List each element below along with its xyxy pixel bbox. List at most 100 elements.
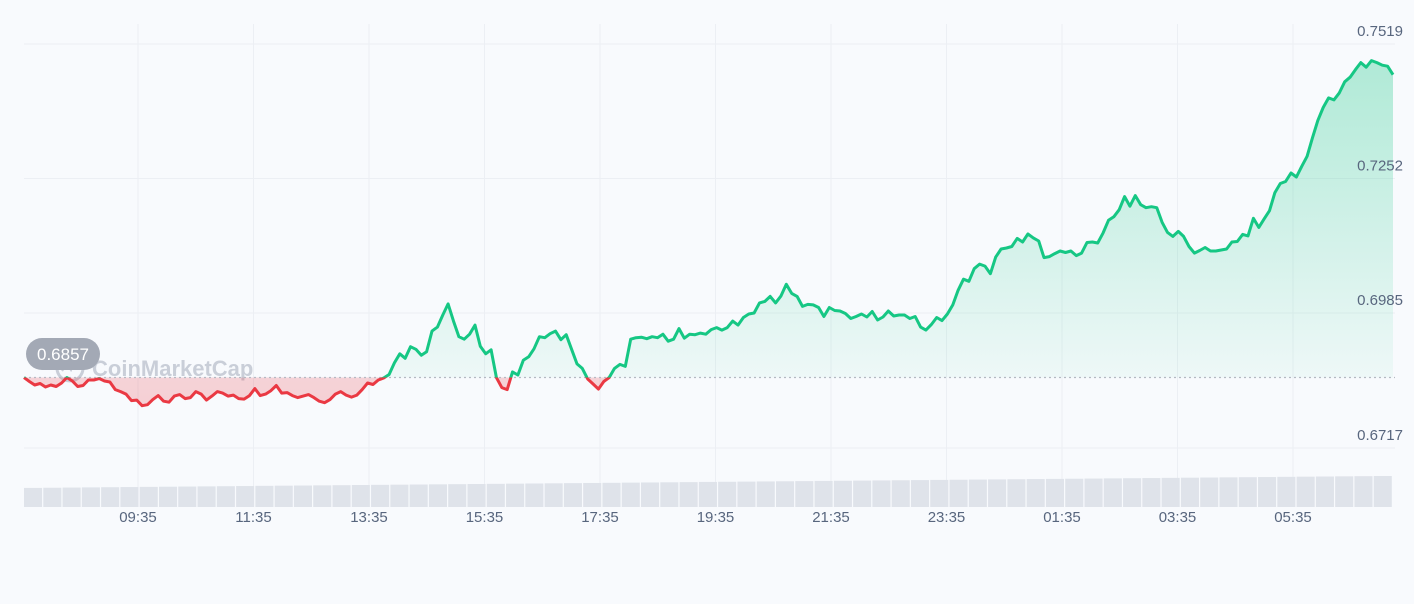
- volume-bar: [853, 480, 872, 507]
- area-layer: [24, 60, 1393, 406]
- volume-bar: [1123, 478, 1142, 507]
- price-line-up: [24, 59, 1395, 378]
- volume-bar: [679, 482, 698, 507]
- volume-bar: [1296, 476, 1315, 507]
- y-tick-label: 0.6985: [1357, 292, 1403, 309]
- volume-bar: [621, 482, 640, 507]
- volume-bar: [1045, 478, 1065, 507]
- volume-bar: [968, 479, 987, 507]
- x-tick-label: 13:35: [350, 509, 388, 526]
- volume-bar: [216, 486, 235, 507]
- volume-bar: [930, 479, 949, 507]
- volume-bar: [332, 485, 351, 507]
- x-tick-label: 03:35: [1159, 509, 1197, 526]
- volume-bar: [1335, 476, 1354, 507]
- volume-bar: [641, 482, 660, 507]
- volume-bar: [43, 487, 62, 507]
- x-tick-label: 11:35: [235, 509, 271, 526]
- volume-bar: [775, 481, 795, 507]
- volume-bar: [1200, 477, 1219, 507]
- volume-bar: [544, 483, 563, 507]
- volume-bar: [814, 480, 833, 507]
- volume-bar: [448, 484, 467, 507]
- volume-bar: [139, 486, 158, 507]
- volume-bar: [101, 487, 120, 507]
- volume-bar: [274, 485, 293, 507]
- volume-layer: [24, 476, 1392, 507]
- volume-bar: [1258, 477, 1277, 507]
- x-tick-label: 09:35: [119, 509, 157, 526]
- volume-bar: [1373, 476, 1392, 507]
- volume-bar: [120, 487, 139, 507]
- volume-bar: [197, 486, 216, 507]
- x-tick-label: 15:35: [466, 509, 504, 526]
- price-line-layer: [23, 59, 1395, 408]
- volume-bar: [1142, 478, 1161, 507]
- volume-bar: [467, 483, 486, 507]
- volume-bar: [563, 483, 582, 507]
- x-tick-label: 23:35: [928, 509, 966, 526]
- y-axis: 0.7519 0.7252 0.6985 0.6717: [1357, 23, 1403, 444]
- price-line-down: [23, 377, 611, 408]
- volume-bar: [1103, 478, 1122, 507]
- volume-bar: [718, 481, 737, 507]
- volume-bar: [756, 481, 775, 507]
- volume-bar: [390, 484, 409, 507]
- volume-bar: [1315, 476, 1334, 507]
- watermark-text: CoinMarketCap: [92, 356, 253, 381]
- y-tick-label: 0.7252: [1357, 157, 1403, 174]
- volume-bar: [737, 481, 756, 507]
- x-tick-label: 21:35: [812, 509, 850, 526]
- area-fill-above: [384, 60, 1393, 378]
- volume-bar: [872, 480, 891, 507]
- volume-bar: [371, 484, 390, 507]
- badge-background: [26, 338, 100, 370]
- volume-bar: [1277, 476, 1296, 507]
- volume-bar: [81, 487, 100, 507]
- x-tick-label: 17:35: [581, 509, 619, 526]
- volume-bar: [891, 480, 910, 507]
- volume-bar: [158, 486, 178, 507]
- reference-value-badge: 0.6857: [26, 338, 100, 370]
- volume-bar: [1084, 478, 1103, 507]
- volume-bar: [833, 480, 852, 507]
- volume-bar: [910, 480, 930, 507]
- volume-bar: [1007, 479, 1026, 507]
- volume-bar: [583, 482, 602, 507]
- volume-bar: [24, 487, 43, 507]
- volume-bar: [506, 483, 525, 507]
- volume-bar: [409, 484, 428, 507]
- volume-bar: [795, 481, 814, 507]
- volume-bar: [178, 486, 197, 507]
- volume-bar: [62, 487, 81, 507]
- volume-bar: [660, 482, 679, 507]
- x-tick-label: 05:35: [1274, 509, 1312, 526]
- volume-bar: [1026, 479, 1045, 507]
- volume-bar: [351, 485, 370, 507]
- y-tick-label: 0.7519: [1357, 23, 1403, 40]
- volume-bar: [293, 485, 313, 507]
- volume-bar: [949, 479, 968, 507]
- volume-bar: [428, 484, 447, 507]
- x-axis: 09:35 11:35 13:35 15:35 17:35 19:35 21:35 23:35…: [119, 509, 1312, 526]
- volume-bar: [988, 479, 1007, 507]
- badge-text: 0.6857: [37, 345, 89, 364]
- volume-bar: [313, 485, 332, 507]
- volume-bar: [1238, 477, 1257, 507]
- volume-bar: [1354, 476, 1373, 507]
- volume-bar: [525, 483, 544, 507]
- volume-bar: [1065, 478, 1084, 507]
- volume-bar: [1161, 477, 1180, 507]
- volume-bar: [255, 485, 274, 507]
- x-tick-label: 19:35: [697, 509, 735, 526]
- volume-bar: [602, 482, 621, 507]
- y-tick-label: 0.6717: [1357, 427, 1403, 444]
- x-tick-label: 01:35: [1043, 509, 1081, 526]
- volume-bar: [1180, 477, 1199, 507]
- volume-bar: [236, 486, 255, 507]
- volume-bar: [486, 483, 505, 507]
- volume-bar: [698, 481, 717, 507]
- volume-bar: [1219, 477, 1238, 507]
